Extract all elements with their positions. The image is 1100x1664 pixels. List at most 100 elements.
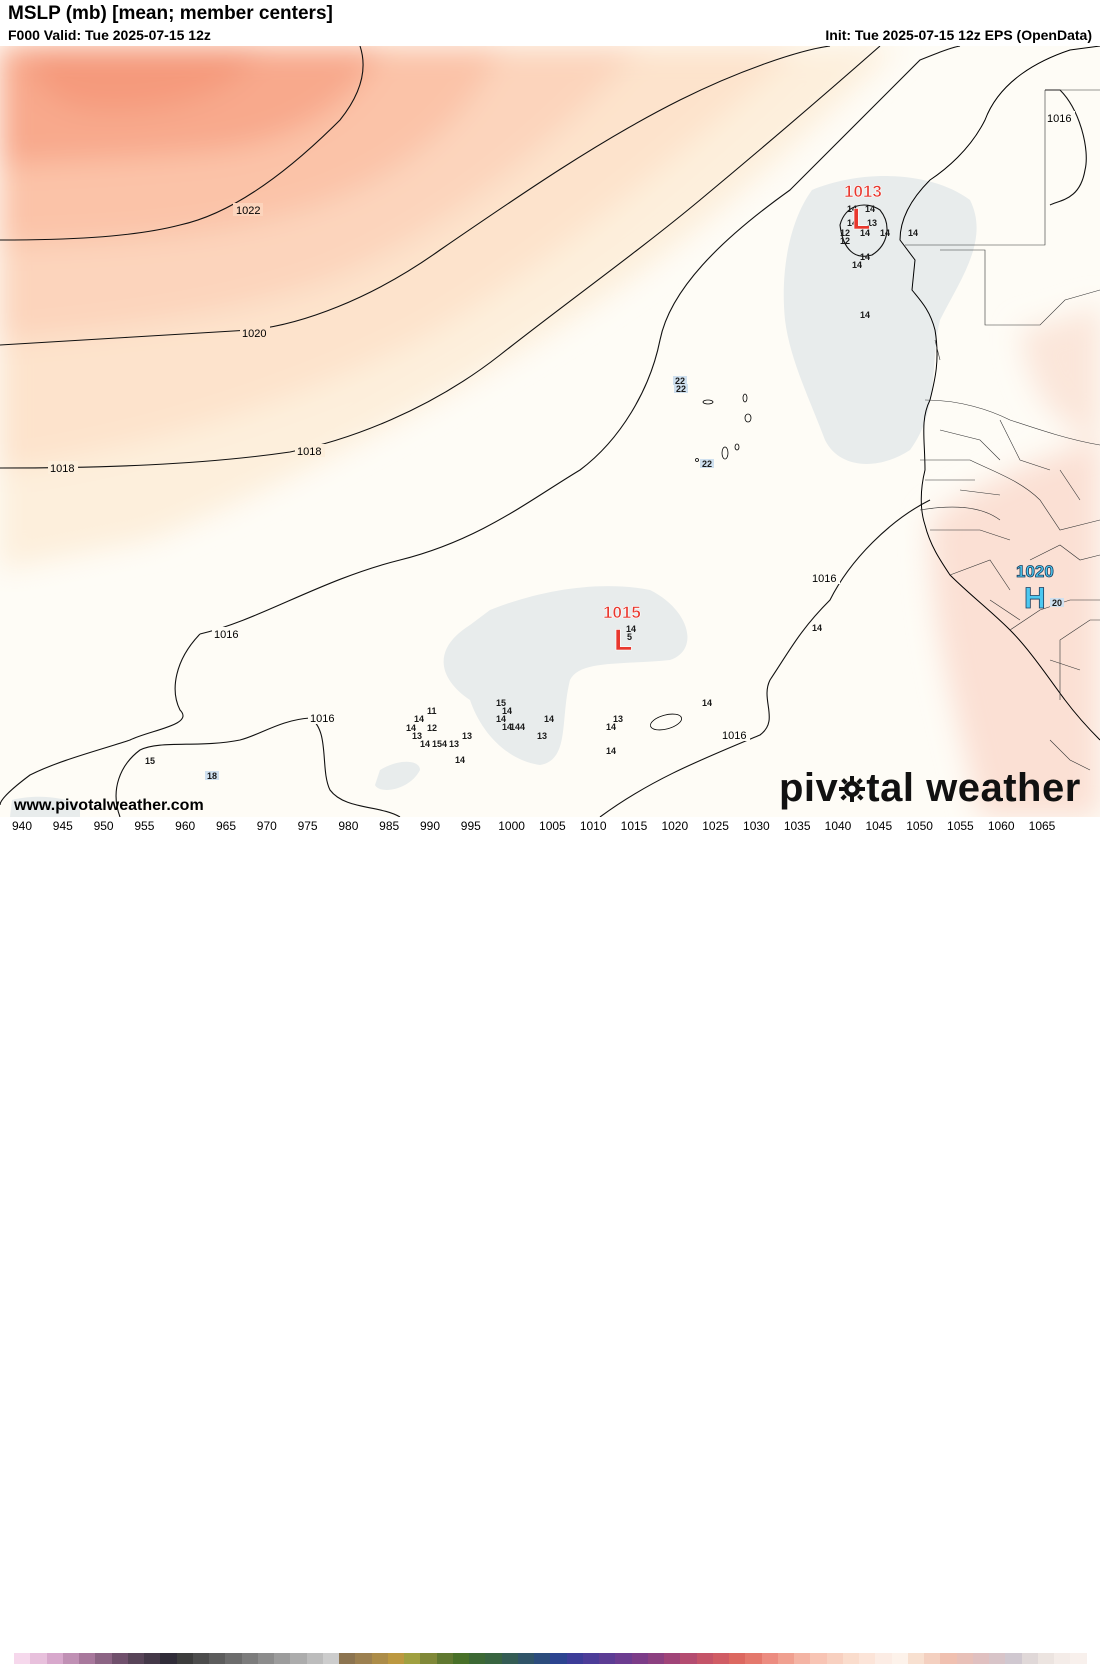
colorbar-swatch (241, 1653, 258, 1664)
high-east-symbol: H (1024, 582, 1046, 615)
member-label: 14 (860, 228, 870, 238)
colorbar-swatch (225, 1653, 242, 1664)
colorbar-swatch (322, 1653, 339, 1664)
high-east-value: 1020 (1016, 562, 1054, 581)
colorbar-swatch (209, 1653, 226, 1664)
colorbar-tick-label: 1065 (1028, 819, 1056, 833)
colorbar-swatch (777, 1653, 794, 1664)
member-label: 14 (847, 204, 857, 214)
low-south-symbol: L (614, 624, 632, 657)
colorbar-swatch (875, 1653, 892, 1664)
map-title: MSLP (mb) [mean; member centers] (8, 3, 333, 24)
colorbar-swatch (842, 1653, 859, 1664)
isobar-label-1020: 1020 (242, 328, 266, 340)
member-label: 22 (675, 376, 685, 386)
colorbar-swatch (257, 1653, 274, 1664)
colorbar-tick-label: 970 (256, 819, 277, 833)
logo-text-right: tal weather (866, 766, 1081, 810)
colorbar-swatch (144, 1653, 161, 1664)
colorbar-tick-label: 1055 (947, 819, 974, 833)
colorbar-swatch (599, 1653, 616, 1664)
isobar-label-1016-west: 1016 (214, 629, 238, 641)
member-label: 12 (840, 228, 850, 238)
colorbar-swatch (192, 1653, 209, 1664)
member-label: 14 (496, 714, 506, 724)
member-label: 5 (627, 632, 632, 642)
colorbar-swatch (371, 1653, 388, 1664)
member-label-high: 20 (1052, 598, 1062, 608)
member-label: 15 (496, 698, 506, 708)
pressure-shading (0, 46, 1100, 817)
colorbar-swatch (566, 1653, 583, 1664)
colorbar: 940 945 950 955 960 965 970 975 980 985 990 995 1000… (0, 817, 1100, 1664)
member-label: 14 (420, 739, 430, 749)
isobar-label-1016-east: 1016 (812, 573, 836, 585)
colorbar-swatch (859, 1653, 876, 1664)
colorbar-tick-label: 1050 (906, 819, 933, 833)
colorbar-swatch (712, 1653, 729, 1664)
isobar-1016-sw (115, 717, 311, 818)
colorbar-swatch (160, 1653, 177, 1664)
member-label: 14 (414, 714, 424, 724)
colorbar-tick-label: 940 (11, 819, 33, 833)
colorbar-tick-label: 1015 (620, 819, 648, 833)
member-label: 14 (847, 218, 857, 228)
isobar-label-1018-west: 1018 (50, 463, 74, 475)
isobar-1022 (0, 45, 364, 241)
isobar-label-1016-sw: 1016 (310, 713, 334, 725)
low-north-symbol: L (852, 203, 870, 236)
colorbar-swatch (14, 1653, 31, 1664)
member-label: 4 (442, 739, 447, 749)
colorbar-swatch (1037, 1653, 1054, 1664)
member-label: 14 (812, 623, 822, 633)
colorbar-tick-label: 1000 (498, 819, 525, 833)
colorbar-swatch (176, 1653, 193, 1664)
colorbar-swatch (127, 1653, 144, 1664)
site-url: www.pivotalweather.com (14, 797, 204, 814)
member-label: 14 (880, 228, 890, 238)
colorbar-swatch (989, 1653, 1006, 1664)
colorbar-swatch (290, 1653, 307, 1664)
colorbar-swatch (550, 1653, 567, 1664)
colorbar-tick-label: 1060 (987, 819, 1015, 833)
colorbar-swatch (436, 1653, 453, 1664)
colorbar-swatches (14, 1653, 1087, 1664)
colorbar-swatch (924, 1653, 941, 1664)
colorbar-tick-label: 945 (52, 819, 73, 833)
member-label: 22 (676, 384, 686, 394)
colorbar-swatch (95, 1653, 112, 1664)
colorbar-swatch (1054, 1653, 1071, 1664)
isobar-1014-small (839, 204, 888, 257)
member-label: 13 (462, 731, 472, 741)
colorbar-swatch (1070, 1653, 1087, 1664)
colorbar-swatch (274, 1653, 291, 1664)
colorbar-swatch (972, 1653, 989, 1664)
isobar-1016-north (199, 45, 961, 635)
colorbar-swatch (452, 1653, 469, 1664)
colorbar-swatch (306, 1653, 323, 1664)
colorbar-tick-label: 950 (93, 819, 114, 833)
member-label: 14 (502, 722, 512, 732)
isobar-label-1016-ne: 1016 (1047, 113, 1071, 125)
colorbar-swatch (404, 1653, 421, 1664)
borders (905, 89, 1100, 771)
colorbar-tick-label: 1040 (824, 819, 852, 833)
member-label: 14 (865, 204, 875, 214)
colorbar-swatch (794, 1653, 811, 1664)
colorbar-tick-label: 990 (419, 819, 441, 833)
colorbar-tick-label: 995 (460, 819, 481, 833)
colorbar-swatch (387, 1653, 404, 1664)
colorbar-tick-label: 1005 (539, 819, 566, 833)
member-label: 13 (537, 731, 547, 741)
isobar-1018 (0, 45, 881, 469)
colorbar-tick-label: 985 (379, 819, 400, 833)
colorbar-swatch (907, 1653, 924, 1664)
member-label: 14 (510, 722, 520, 732)
pivotal-weather-logo: piv tal weather (779, 766, 1081, 811)
colorbar-swatch (534, 1653, 551, 1664)
logo-text-left: piv (779, 766, 839, 810)
member-label: 14 (455, 755, 465, 765)
colorbar-swatch (826, 1653, 843, 1664)
member-label: 13 (867, 218, 877, 228)
member-label: 13 (412, 731, 422, 741)
